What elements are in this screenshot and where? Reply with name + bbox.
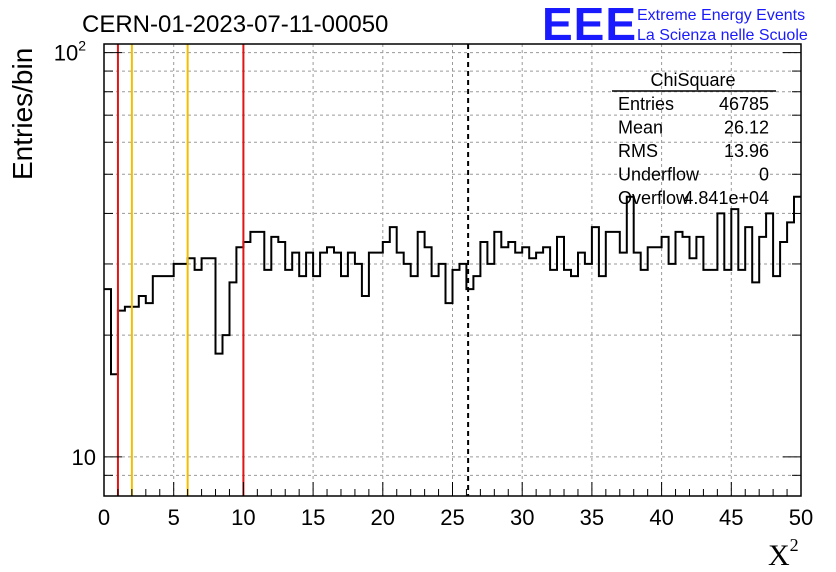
x-tick-label: 20 [371,505,395,530]
x-axis-ticks: 0 5 10 15 20 25 30 35 40 45 50 [98,482,813,530]
y-tick-label: 10 [72,445,96,470]
stats-row-value: 26.12 [724,118,769,138]
grid-lines [104,44,801,497]
reference-lines [116,44,470,496]
stats-row-value: 0 [759,165,769,185]
y-tick-label-exponent: 2 [78,38,86,54]
y-axis-title: Entries/bin [7,48,38,180]
eee-logo-line1: Extreme Energy Events [637,7,805,24]
eee-logo-line2: La Scienza nelle Scuole [637,27,808,44]
stats-row-label: RMS [618,141,658,161]
eee-logo: EEE Extreme Energy Events La Scienza nel… [542,0,808,50]
x-tick-label: 40 [649,505,673,530]
stats-row-value: 4.841e+04 [683,188,769,208]
x-axis-title-main: X [768,539,790,572]
stats-row-value: 13.96 [724,141,769,161]
stats-row-value: 46785 [719,94,769,114]
x-tick-label: 5 [168,505,180,530]
x-tick-label: 35 [580,505,604,530]
stats-box: ChiSquare Entries 46785 Mean 26.12 RMS 13.96 U… [612,70,776,208]
stats-box-title: ChiSquare [650,70,735,90]
x-axis-title: X2 [768,535,799,572]
stats-row-label: Entries [618,94,674,114]
stats-row-label: Overflow [618,188,690,208]
x-tick-label: 0 [98,505,110,530]
x-tick-label: 25 [440,505,464,530]
x-tick-label: 50 [789,505,813,530]
histogram-bins [104,195,801,376]
x-axis-title-sup: 2 [790,535,799,555]
x-tick-label: 45 [719,505,743,530]
stats-box-rows: Entries 46785 Mean 26.12 RMS 13.96 Underflow 0 O… [618,94,769,208]
y-tick-label: 102 [54,38,86,66]
x-tick-label: 10 [231,505,255,530]
chart-title: CERN-01-2023-07-11-00050 [82,11,388,38]
x-tick-label: 15 [301,505,325,530]
eee-logo-mark: EEE [542,0,637,50]
stats-row-label: Underflow [618,165,700,185]
y-tick-label-base: 10 [54,41,78,66]
histogram-step-line [104,195,801,376]
stats-row-label: Mean [618,118,663,138]
x-tick-label: 30 [510,505,534,530]
